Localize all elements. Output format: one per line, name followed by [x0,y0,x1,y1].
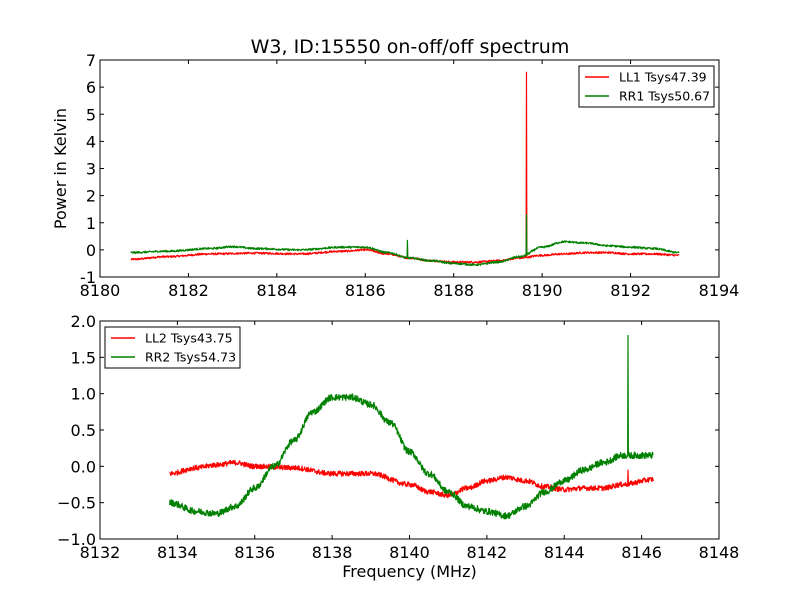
legend-entry: LL1 Tsys47.39 [619,70,707,85]
x-tick-label: 8184 [256,281,297,300]
series-line-2-2 [169,334,654,520]
legend: LL1 Tsys47.39 RR1 Tsys50.67 [578,65,715,108]
x-tick-label: 8180 [80,281,121,300]
y-tick-label: 2.0 [71,312,96,331]
y-tick-label: 4 [86,132,96,151]
y-tick-label: 0.0 [71,457,96,476]
legend-entry: RR1 Tsys50.67 [619,89,710,104]
y-tick-label: −1.0 [57,530,96,549]
x-tick-label: 8186 [345,281,386,300]
x-tick-label: 8188 [433,281,474,300]
y-tick-label: 7 [86,51,96,70]
bottom-spectrum-panel: 8132 8134 8136 8138 8140 8142 8144 8146 8148 −1.0… [57,312,739,581]
y-tick-label: 3 [86,160,96,179]
x-tick-label: 8148 [699,543,740,562]
x-tick-label: 8136 [234,543,275,562]
y-tick-label: -1 [80,268,96,287]
x-tick-label: 8132 [80,543,121,562]
figure-title: W3, ID:15550 on-off/off spectrum [251,36,570,58]
x-tick-label: 8146 [621,543,662,562]
x-axis-label: Frequency (MHz) [342,562,476,581]
y-tick-label: 1 [86,214,96,233]
y-tick-label: 0.5 [71,421,96,440]
x-tick-label: 8194 [699,281,740,300]
top-spectrum-panel: 8180 8182 8184 8186 8188 8190 8192 8194 -1 0 1 2 3 4 5… [51,51,739,300]
y-tick-label: 2 [86,187,96,206]
y-tick-label: 5 [86,105,96,124]
y-tick-label: 1.0 [71,385,96,404]
legend-entry: RR2 Tsys54.73 [145,350,236,365]
series-line-1-2 [130,214,680,267]
x-tick-label: 8182 [168,281,209,300]
legend: LL2 Tsys43.75 RR2 Tsys54.73 [104,326,241,369]
y-tick-label: 6 [86,78,96,97]
y-axis-label: Power in Kelvin [51,108,70,229]
x-tick-label: 8142 [467,543,508,562]
y-tick-label: −0.5 [57,494,96,513]
x-tick-label: 8138 [312,543,353,562]
x-tick-label: 8190 [522,281,563,300]
x-tick-label: 8134 [157,543,198,562]
y-tick-label: 1.5 [71,348,96,367]
x-tick-label: 8192 [610,281,651,300]
y-tick-label: 0 [86,241,96,260]
legend-entry: LL2 Tsys43.75 [145,331,233,346]
series-line-2-1 [169,459,654,499]
x-tick-label: 8144 [544,543,585,562]
x-tick-label: 8140 [389,543,430,562]
